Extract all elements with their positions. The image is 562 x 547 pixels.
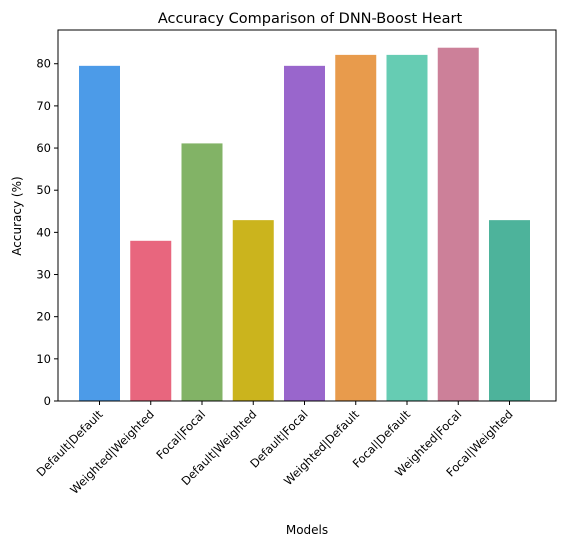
x-tick-label: Focal|Focal [153, 407, 208, 462]
y-tick-label: 10 [36, 352, 51, 366]
x-axis: Default|DefaultWeighted|WeightedFocal|Fo… [34, 401, 516, 497]
y-tick-label: 40 [36, 225, 51, 239]
y-tick-label: 50 [36, 183, 51, 197]
bar [79, 65, 120, 401]
bar [284, 65, 325, 401]
y-tick-label: 20 [36, 310, 51, 324]
plot-frame [57, 29, 557, 402]
chart-title: Accuracy Comparison of DNN-Boost Heart [158, 11, 463, 27]
bar [489, 220, 530, 401]
y-tick-label: 80 [36, 57, 51, 71]
y-axis-label: Accuracy (%) [10, 176, 24, 255]
y-tick-label: 0 [44, 394, 51, 408]
bar [437, 47, 479, 401]
bar [232, 220, 274, 401]
y-tick-label: 30 [36, 268, 51, 282]
y-tick-label: 60 [36, 141, 51, 155]
bar [181, 143, 223, 401]
x-tick-label: Weighted|Weighted [67, 407, 157, 497]
x-axis-label: Models [286, 523, 328, 537]
bar [335, 54, 377, 401]
y-tick-label: 70 [36, 99, 51, 113]
y-axis: 0 10 20 30 40 50 60 70 80 [36, 57, 58, 408]
bar [386, 54, 428, 401]
bars [79, 47, 530, 401]
bar [130, 240, 172, 401]
